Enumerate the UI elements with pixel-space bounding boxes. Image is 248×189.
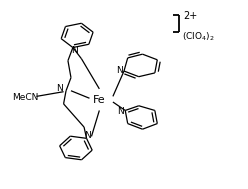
Text: N: N bbox=[71, 46, 77, 55]
Text: N: N bbox=[116, 66, 123, 75]
Text: N: N bbox=[117, 107, 124, 116]
Text: 2+: 2+ bbox=[184, 11, 198, 21]
Text: N: N bbox=[57, 84, 63, 93]
Text: Fe: Fe bbox=[93, 95, 106, 105]
Text: MeCN: MeCN bbox=[12, 93, 38, 102]
Text: N: N bbox=[84, 131, 91, 140]
Text: (ClO$_4$)$_2$: (ClO$_4$)$_2$ bbox=[182, 30, 214, 43]
